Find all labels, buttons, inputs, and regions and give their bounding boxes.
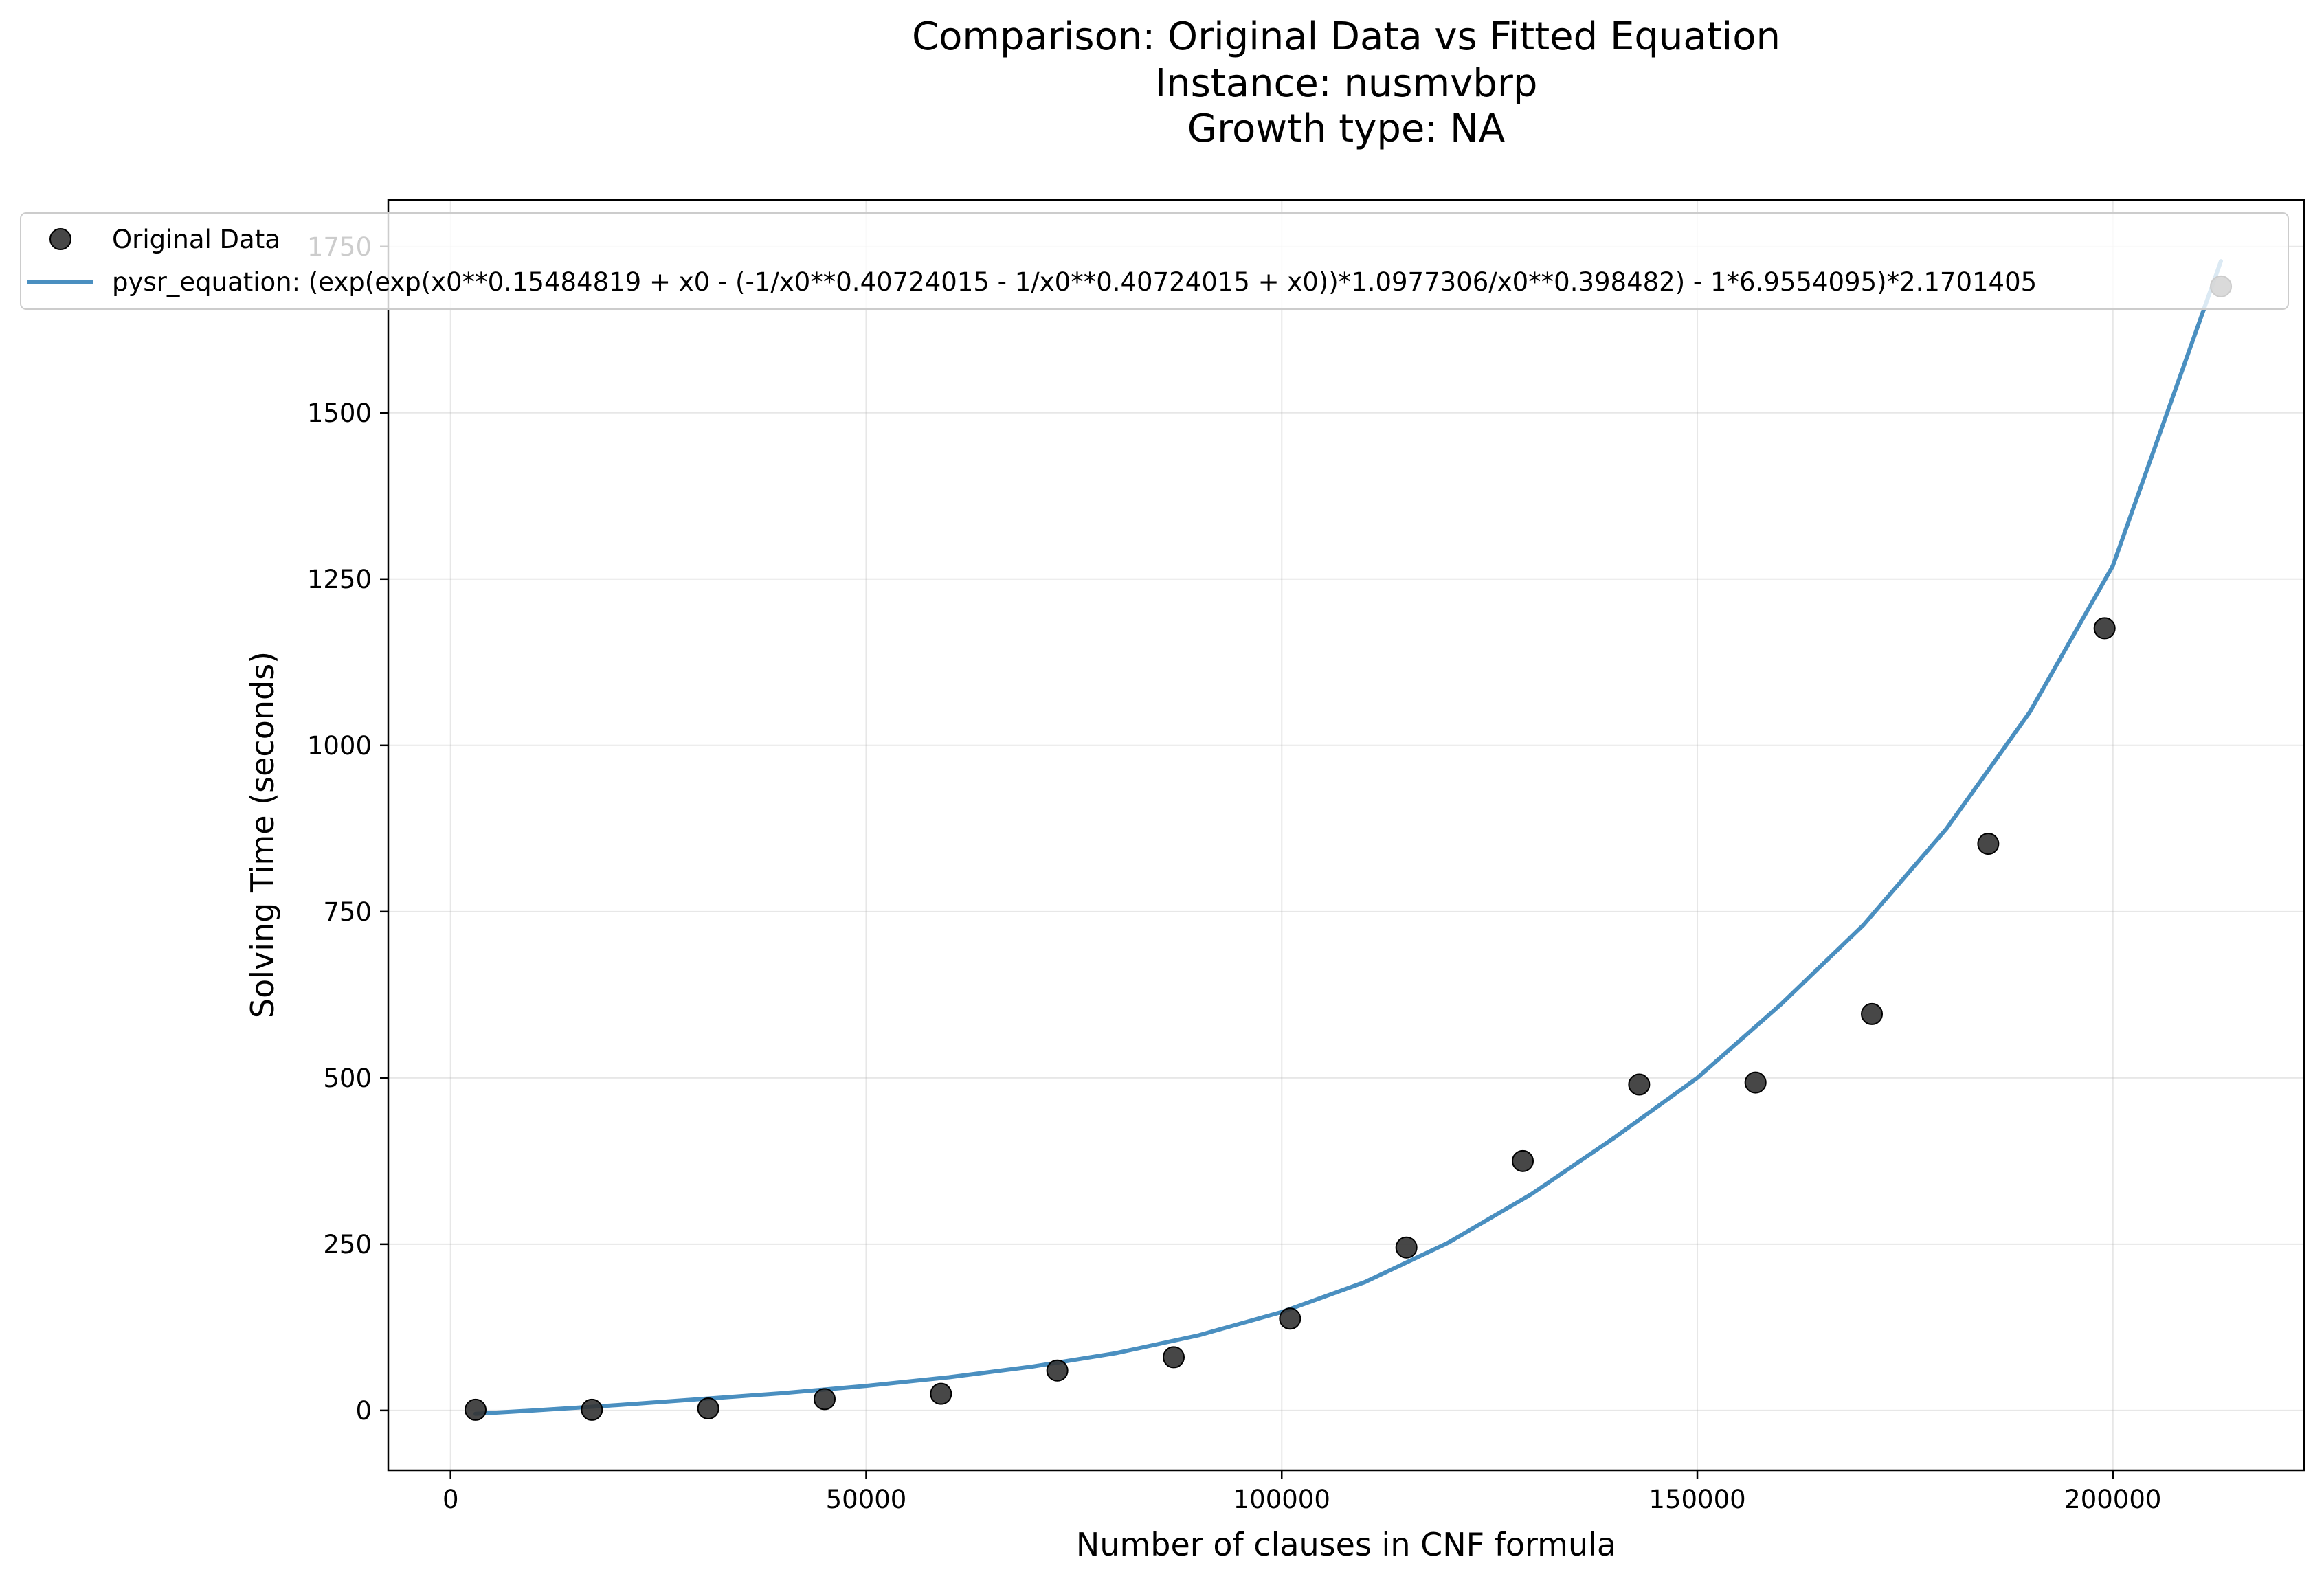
y-tick-label: 1500 — [307, 398, 372, 428]
x-tick-label: 50000 — [826, 1485, 907, 1514]
data-point — [1279, 1307, 1301, 1330]
fitted-equation-line — [473, 259, 2223, 1416]
data-point — [1163, 1346, 1185, 1369]
legend-box — [20, 212, 2289, 310]
legend-marker-original-data — [49, 228, 71, 250]
y-tick-label: 0 — [355, 1396, 372, 1426]
data-point — [930, 1382, 952, 1405]
y-tick-label: 500 — [323, 1064, 372, 1093]
data-point — [1512, 1149, 1534, 1172]
y-tick-label: 1250 — [307, 565, 372, 594]
data-point — [1046, 1359, 1069, 1382]
x-tick-label: 0 — [443, 1485, 459, 1514]
data-point — [1744, 1071, 1767, 1094]
chart-title-line-1: Comparison: Original Data vs Fitted Equa… — [912, 14, 1780, 59]
data-point — [814, 1388, 836, 1411]
chart-title-line-2: Instance: nusmvbrp — [1155, 61, 1538, 106]
plot-frame — [387, 199, 2305, 1472]
data-point — [1861, 1002, 1884, 1025]
x-tick-label: 150000 — [1649, 1485, 1745, 1514]
legend: Original Data pysr_equation: (exp(exp(x0… — [20, 212, 2289, 310]
x-tick-label: 200000 — [2064, 1485, 2161, 1514]
y-tick-label: 750 — [323, 897, 372, 927]
data-point — [1395, 1236, 1418, 1259]
x-tick-label: 100000 — [1233, 1485, 1330, 1514]
y-tick-label: 250 — [323, 1230, 372, 1259]
chart-title: Comparison: Original Data vs Fitted Equa… — [912, 14, 1780, 151]
legend-label-pysr-equation: pysr_equation: (exp(exp(x0**0.15484819 +… — [112, 267, 2037, 297]
data-point — [465, 1398, 487, 1421]
data-point — [697, 1397, 719, 1419]
x-axis-label: Number of clauses in CNF formula — [1076, 1526, 1616, 1563]
data-point — [1628, 1073, 1651, 1096]
data-point — [2093, 617, 2116, 640]
plot-series — [465, 259, 2233, 1421]
data-point — [1977, 833, 2000, 855]
data-point — [581, 1398, 603, 1421]
y-axis-label: Solving Time (seconds) — [244, 651, 281, 1018]
chart-title-line-3: Growth type: NA — [1187, 106, 1505, 151]
grid — [388, 200, 2304, 1470]
y-tick-label: 1000 — [307, 731, 372, 761]
legend-label-original-data: Original Data — [112, 225, 280, 254]
axis-ticks: 0 50000 100000 150000 200000 0 250 500 750 1000 12… — [307, 232, 2162, 1514]
